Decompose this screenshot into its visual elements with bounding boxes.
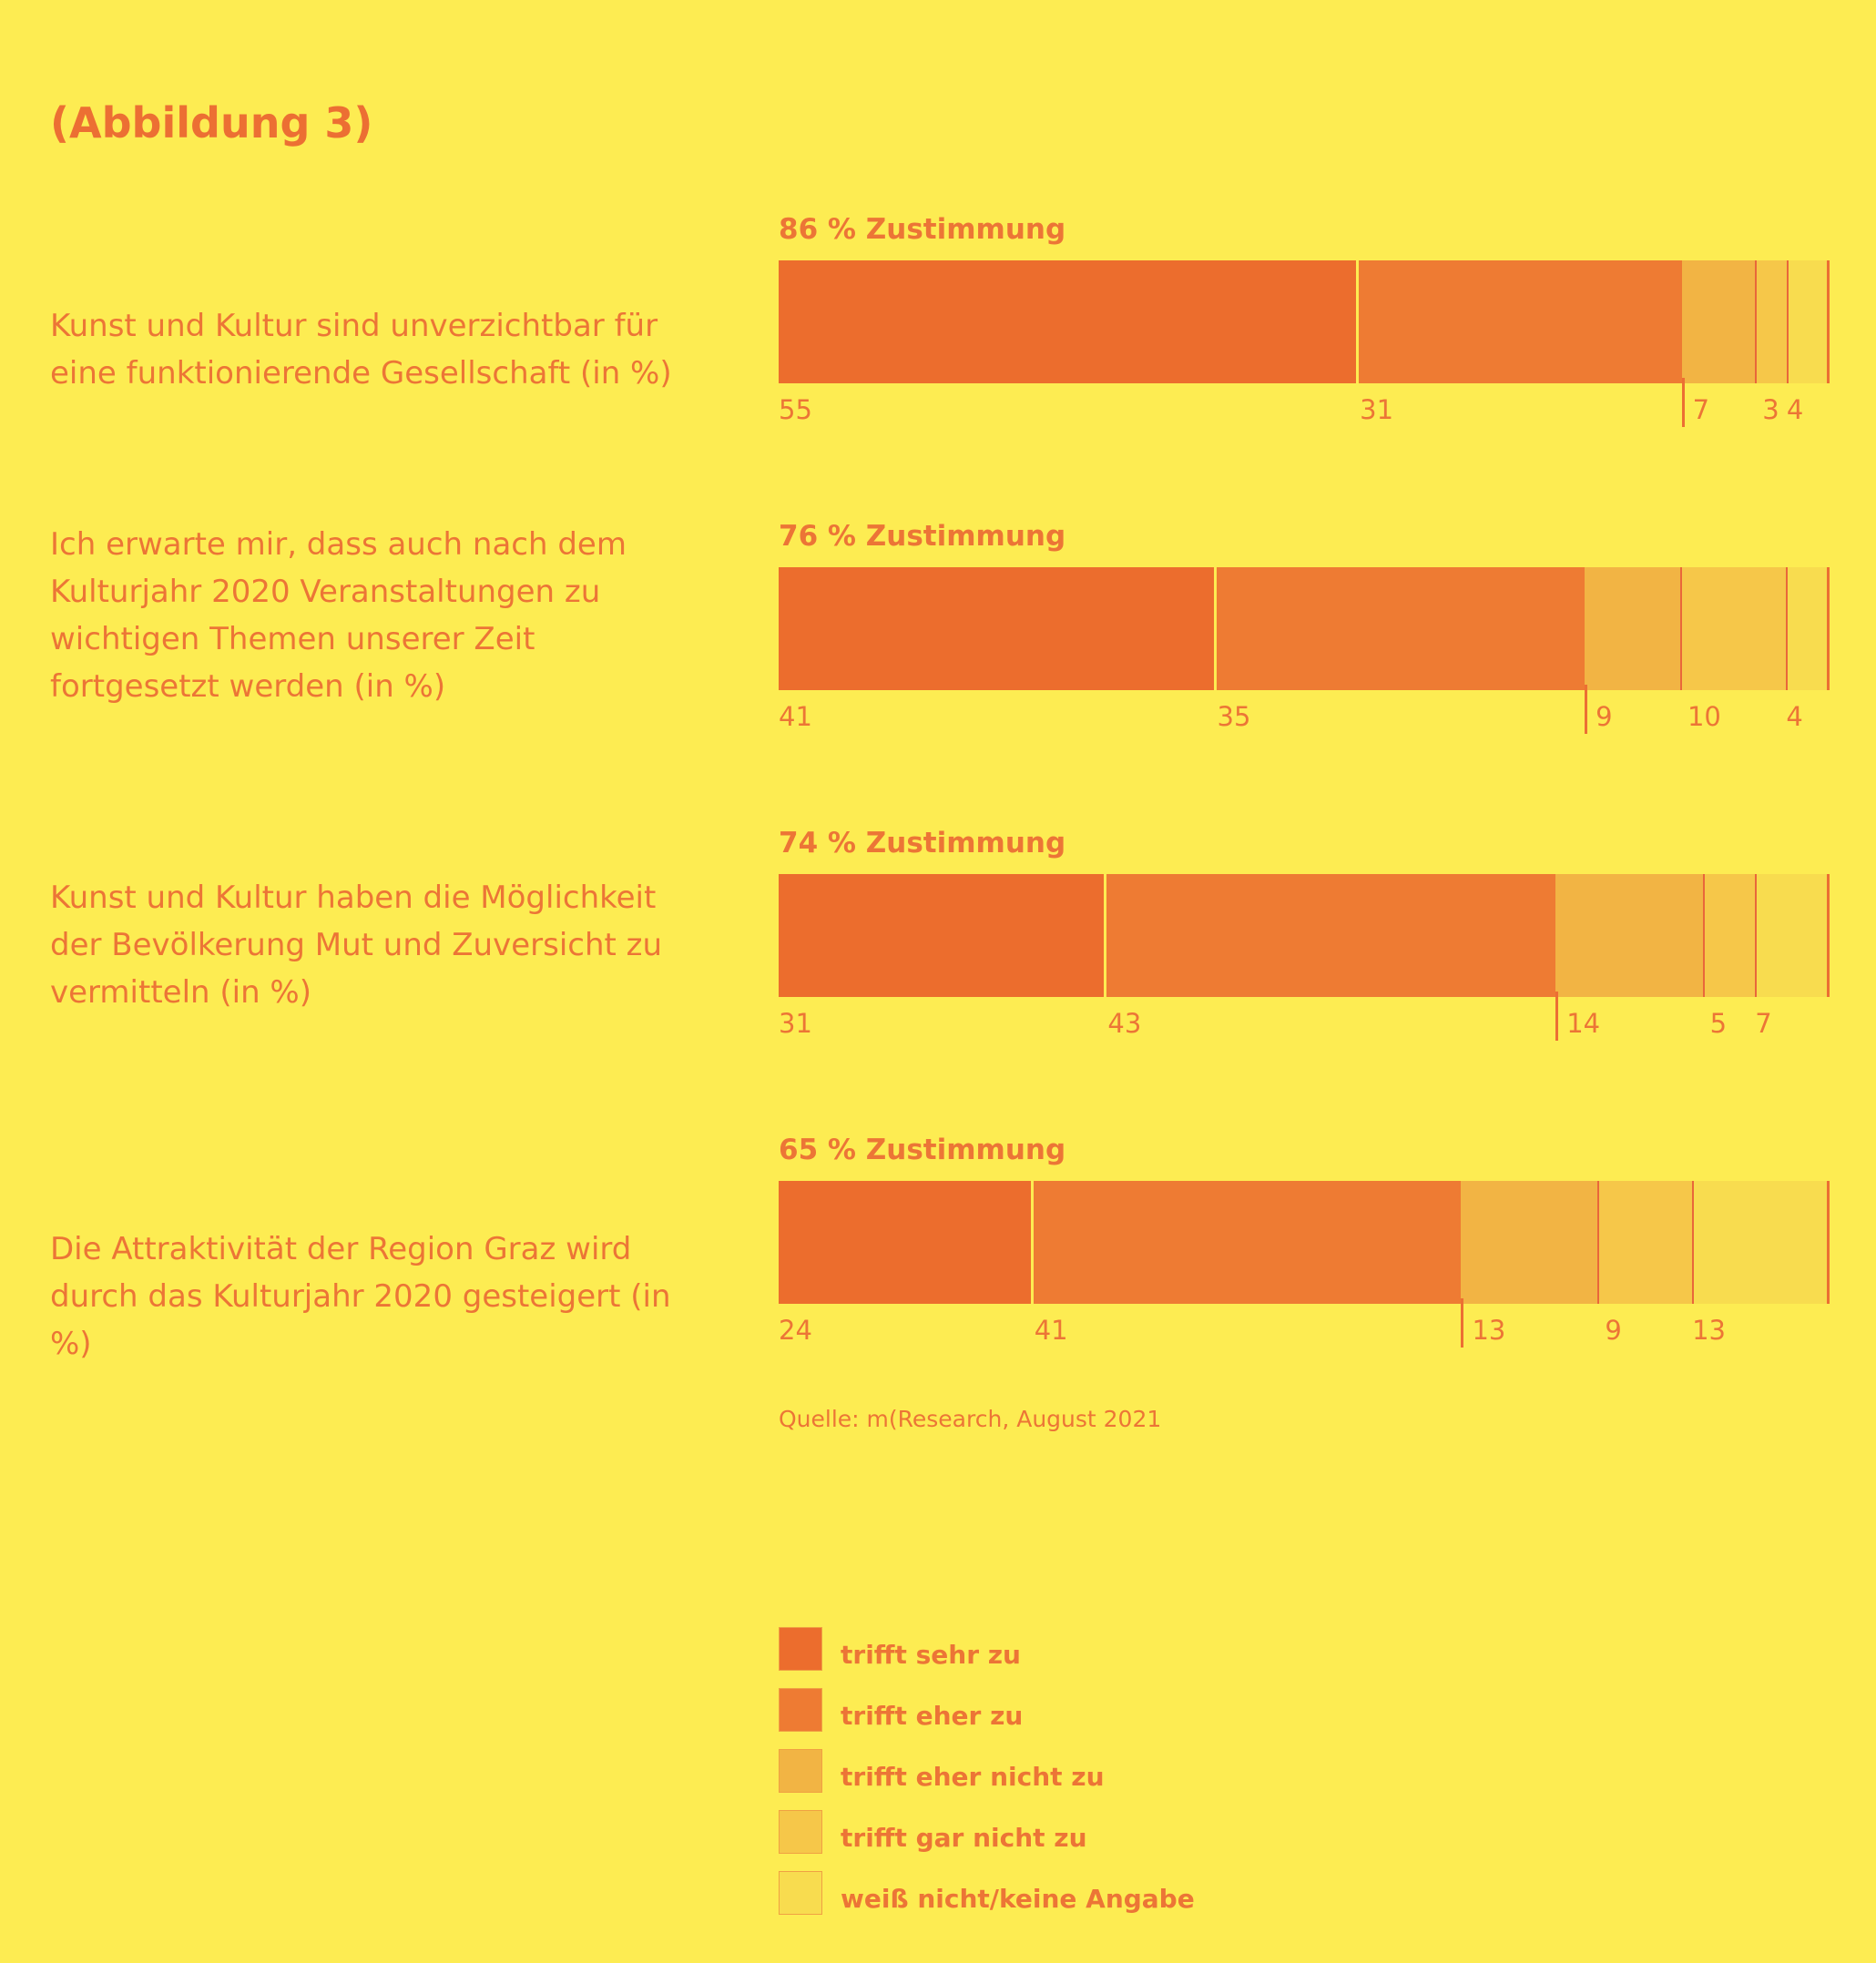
value-label: 9 <box>1605 1315 1622 1346</box>
question-text: Die Attraktivität der Region Graz wird d… <box>50 1231 671 1362</box>
value-label: 31 <box>1360 394 1394 425</box>
stacked-bar <box>779 874 1829 997</box>
stacked-bar <box>779 1181 1829 1304</box>
value-label: 14 <box>1566 1008 1601 1039</box>
bar-segment-dont-know <box>1786 567 1829 690</box>
value-label: 13 <box>1472 1315 1506 1346</box>
legend-swatch <box>779 1749 822 1793</box>
bar-segment-not-at-all <box>1702 874 1756 997</box>
question-text: Kunst und Kultur haben die Möglichkeit d… <box>50 880 663 1011</box>
value-label: 43 <box>1107 1008 1142 1039</box>
value-label: 9 <box>1596 701 1613 732</box>
segment-tick <box>1461 1298 1464 1348</box>
legend-label: weiß nicht/keine Angabe <box>841 1884 1195 1914</box>
stacked-bar <box>779 567 1829 690</box>
value-label: 3 <box>1762 394 1779 425</box>
bar-end-edge <box>1827 874 1830 997</box>
bar-segment-not-at-all <box>1679 567 1787 690</box>
legend-label: trifft gar nicht zu <box>841 1823 1087 1853</box>
agreement-label: 76 % Zustimmung <box>779 520 1066 553</box>
bar-segment-rather-not <box>1555 874 1703 997</box>
value-label: 5 <box>1709 1008 1728 1039</box>
bar-segment-rather-not <box>1585 567 1680 690</box>
bar-segment-very <box>779 1181 1031 1304</box>
value-label: 41 <box>1034 1315 1068 1346</box>
bar-segment-rather <box>1356 260 1682 383</box>
legend-swatch <box>779 1810 822 1854</box>
bar-segment-dont-know <box>1755 874 1829 997</box>
stacked-bar <box>779 260 1829 383</box>
segment-tick <box>1585 685 1588 734</box>
value-label: 31 <box>779 1008 812 1039</box>
agreement-label: 86 % Zustimmung <box>779 213 1066 246</box>
value-label: 4 <box>1786 701 1803 732</box>
bar-segment-not-at-all <box>1597 1181 1693 1304</box>
value-label: 7 <box>1692 394 1710 425</box>
legend-label: trifft eher nicht zu <box>841 1762 1105 1792</box>
bar-segment-dont-know <box>1692 1181 1829 1304</box>
value-label: 10 <box>1687 701 1721 732</box>
legend-swatch <box>779 1688 822 1732</box>
legend-label: trifft sehr zu <box>841 1640 1021 1670</box>
agreement-label: 65 % Zustimmung <box>779 1134 1066 1166</box>
bar-segment-rather <box>1030 1181 1462 1304</box>
bar-segment-rather <box>1104 874 1556 997</box>
segment-tick <box>1681 378 1685 427</box>
legend-label: trifft eher zu <box>841 1701 1024 1731</box>
bar-end-edge <box>1827 1181 1830 1304</box>
bar-segment-dont-know <box>1786 260 1829 383</box>
value-label: 4 <box>1786 394 1804 425</box>
bar-segment-rather <box>1213 567 1585 690</box>
value-label: 41 <box>779 701 812 732</box>
agreement-label: 74 % Zustimmung <box>779 827 1066 859</box>
bar-segment-very <box>779 874 1105 997</box>
segment-tick <box>1555 992 1559 1041</box>
value-label: 35 <box>1217 701 1251 732</box>
bar-segment-rather-not <box>1681 260 1756 383</box>
legend-swatch <box>779 1871 822 1915</box>
bar-end-edge <box>1827 260 1830 383</box>
bar-segment-not-at-all <box>1755 260 1787 383</box>
question-text: Ich erwarte mir, dass auch nach dem Kult… <box>50 526 627 705</box>
bar-segment-very <box>779 567 1214 690</box>
value-label: 7 <box>1755 1008 1772 1039</box>
bar-segment-rather-not <box>1461 1181 1598 1304</box>
question-text: Kunst und Kultur sind unverzichtbar für … <box>50 308 672 392</box>
legend-swatch <box>779 1627 822 1671</box>
figure-title: (Abbildung 3) <box>50 98 373 147</box>
bar-segment-very <box>779 260 1357 383</box>
value-label: 24 <box>779 1315 812 1346</box>
value-label: 13 <box>1692 1315 1727 1346</box>
source-note: Quelle: m(Research, August 2021 <box>779 1406 1162 1432</box>
value-label: 55 <box>779 394 812 425</box>
bar-end-edge <box>1827 567 1830 690</box>
